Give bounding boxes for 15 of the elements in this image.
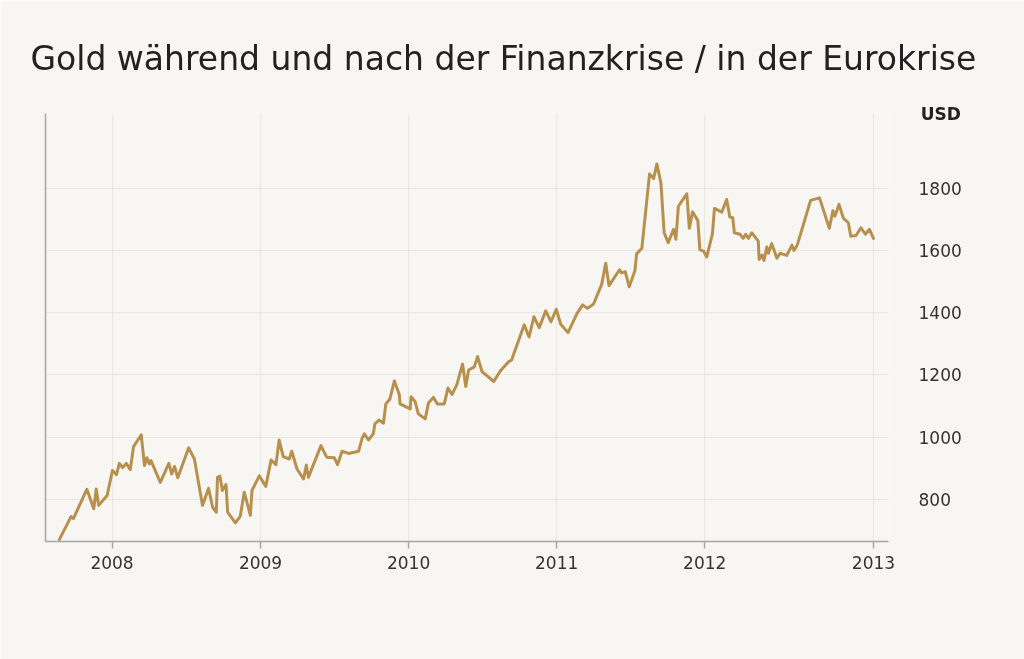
x-tick-label: 2010 (386, 552, 431, 573)
y-tick-label: 1200 (918, 365, 962, 386)
chart-title: Gold während und nach der Finanzkrise / in der Eurokrise (30, 38, 977, 78)
y-tick-label: 1600 (918, 240, 962, 261)
y-tick-label: 800 (918, 489, 951, 510)
y-tick-label: 1800 (918, 178, 962, 199)
x-tick-label: 2011 (535, 552, 579, 573)
y-axis-title: USD (920, 103, 961, 124)
x-tick-label: 2009 (238, 552, 283, 573)
x-tick-label: 2013 (851, 552, 896, 573)
x-tick-label: 2008 (90, 552, 134, 573)
y-tick-label: 1000 (918, 427, 962, 448)
line-series (57, 162, 875, 542)
y-tick-label: 1400 (918, 303, 962, 324)
x-tick-label: 2012 (683, 552, 727, 573)
